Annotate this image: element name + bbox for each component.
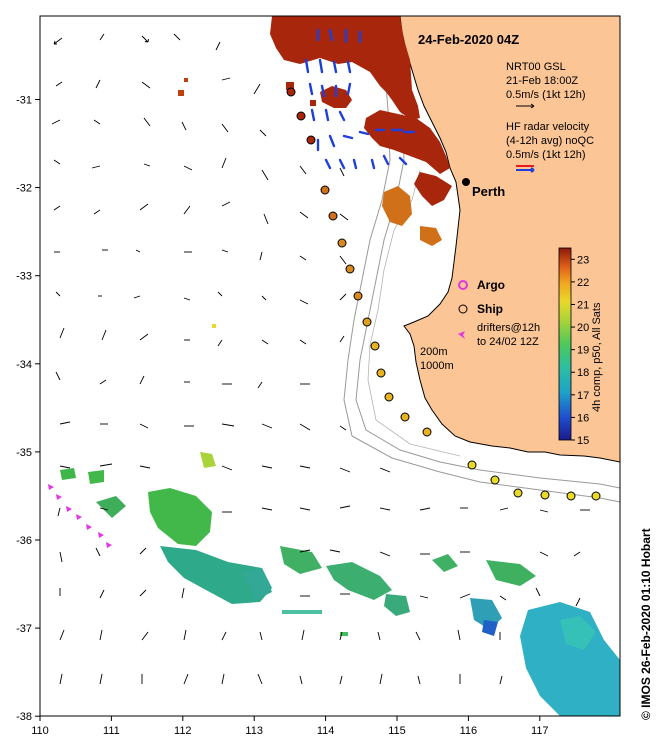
x-tick-label: 117 [531, 725, 549, 737]
y-axis-ticks: -31 -32 -33 -34 -35 -36 -37 -38 [16, 95, 40, 723]
colorbar-tick-label: 16 [577, 412, 589, 424]
x-tick-label: 113 [245, 725, 263, 737]
plot-frame [39, 15, 621, 717]
colorbar-tick-label: 17 [577, 390, 589, 402]
sst-cool-patches [60, 324, 620, 716]
x-tick-label: 110 [31, 725, 49, 737]
colorbar-tick-label: 15 [577, 435, 589, 447]
x-axis-ticks: 110 111 112 113 114 115 116 117 [31, 716, 549, 737]
colorbar-tick-label: 21 [577, 299, 589, 311]
argo-marker-icon [458, 280, 468, 290]
colorbar-tick-label: 23 [577, 254, 589, 266]
legend-hf-line1: HF radar velocity [506, 121, 590, 133]
depth-label-200m: 200m [420, 346, 448, 358]
colorbar-ticks: 23 22 21 20 19 18 17 16 15 [571, 254, 589, 447]
y-tick-label: -33 [16, 271, 32, 283]
y-tick-label: -31 [16, 95, 32, 107]
ship-track [286, 87, 601, 501]
depth-label-1000m: 1000m [420, 360, 454, 372]
legend-hf-line3: 0.5m/s (1kt 12h) [506, 149, 585, 161]
drifter-marker-icon [458, 331, 465, 339]
y-tick-label: -34 [16, 359, 32, 371]
ship-marker-icon [458, 304, 468, 314]
legend-gsl-line2: 21-Feb 18:00Z [506, 75, 578, 87]
x-tick-label: 112 [174, 725, 192, 737]
map-title: 24-Feb-2020 04Z [418, 32, 519, 47]
perth-marker [462, 178, 470, 186]
legend-drifters-line1: drifters@12h [477, 322, 540, 334]
y-tick-label: -32 [16, 183, 32, 195]
colorbar-tick-label: 22 [577, 277, 589, 289]
legend-gsl-line3: 0.5m/s (1kt 12h) [506, 89, 585, 101]
y-tick-label: -38 [16, 711, 32, 723]
legend-drifters-line2: to 24/02 12Z [477, 336, 539, 348]
y-tick-label: -37 [16, 623, 32, 635]
y-tick-label: -36 [16, 535, 32, 547]
imos-credit: © IMOS 26-Feb-2020 01:10 Hobart [639, 528, 653, 720]
gsl-current-arrows [51, 33, 590, 685]
colorbar-label: 4h comp, p50, All Sats [591, 302, 603, 412]
x-tick-label: 115 [388, 725, 406, 737]
legend-gsl-line1: NRT00 GSL [506, 61, 566, 73]
colorbar-tick-label: 18 [577, 367, 589, 379]
city-label-perth: Perth [472, 184, 505, 199]
hf-radar-arrows [304, 28, 416, 170]
legend-argo: Argo [477, 278, 505, 292]
x-tick-label: 111 [103, 725, 120, 737]
colorbar-tick-label: 19 [577, 345, 589, 357]
colorbar-tick-label: 20 [577, 322, 589, 334]
legend-hf-line2: (4-12h avg) noQC [506, 135, 594, 147]
x-tick-label: 114 [317, 725, 335, 737]
sst-warm-patches [178, 16, 452, 246]
hf-scale-blue-icon [516, 167, 535, 173]
legend-ship: Ship [477, 302, 503, 316]
sst-colorbar [558, 247, 572, 441]
gsl-scale-arrow-icon [516, 103, 535, 109]
y-tick-label: -35 [16, 447, 32, 459]
drifter-tracks [48, 484, 112, 548]
x-tick-label: 116 [460, 725, 478, 737]
